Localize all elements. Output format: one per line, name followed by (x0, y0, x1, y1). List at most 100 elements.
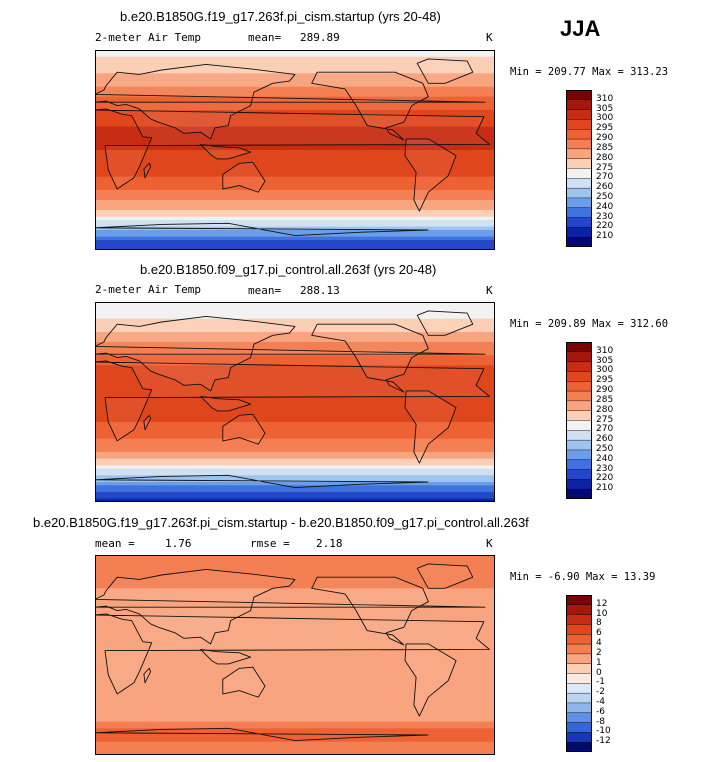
zonal-band (95, 665, 495, 669)
panel-3-units: K (486, 537, 493, 550)
continent-outline (200, 395, 252, 412)
colorbar-tick-label: 305 (596, 103, 614, 114)
zonal-band (95, 123, 495, 128)
zonal-band (95, 588, 495, 593)
colorbar-frame (566, 342, 592, 499)
zonal-band (95, 153, 495, 158)
continent-outline (143, 667, 152, 684)
colorbar-swatch (566, 178, 592, 189)
zonal-band (95, 498, 495, 502)
zonal-band (95, 56, 495, 61)
colorbar-tick-label: 250 (596, 191, 614, 202)
panel-2-colorbar (566, 342, 592, 499)
zonal-band (95, 685, 495, 689)
zonal-band (95, 392, 495, 396)
map-frame (95, 555, 495, 755)
colorbar-swatch (566, 381, 592, 392)
continent-outline (95, 108, 490, 190)
colorbar-tick-label: 10 (596, 608, 608, 619)
zonal-bands (95, 555, 495, 755)
zonal-band (95, 76, 495, 81)
panel-3-rmse-value: 2.18 (316, 537, 343, 550)
colorbar-swatch (566, 236, 592, 247)
colorbar-swatch (566, 595, 592, 606)
zonal-band (95, 628, 495, 633)
colorbar-tick-label: 220 (596, 473, 614, 484)
zonal-band (95, 365, 495, 370)
zonal-band (95, 368, 495, 373)
panel-3-colorbar-labels: 12 10 8 6 4 2 1 0 -1 -2 -4 -6 -8 -10 -12 (596, 595, 636, 752)
colorbar-tick-label: 295 (596, 123, 614, 134)
continent-outline (311, 71, 429, 141)
zonal-band (95, 695, 495, 699)
antarctica-coastline (95, 222, 429, 237)
zonal-band (95, 751, 495, 755)
zonal-band (95, 318, 495, 323)
zonal-band (95, 106, 495, 111)
colorbar-swatch (566, 488, 592, 499)
zonal-band (95, 308, 495, 313)
colorbar-tick-label: 230 (596, 463, 614, 474)
zonal-band (95, 595, 495, 599)
zonal-band (95, 328, 495, 333)
zonal-band (95, 180, 495, 184)
continent-outline (311, 576, 429, 646)
panel-1-units: K (486, 31, 493, 44)
zonal-band (95, 372, 495, 376)
zonal-band (95, 90, 495, 94)
colorbar-tick-label: 310 (596, 93, 614, 104)
colorbar-tick-label: 270 (596, 172, 614, 183)
continents (95, 58, 490, 237)
colorbar-swatch (566, 653, 592, 665)
zonal-band (95, 571, 495, 576)
zonal-band (95, 668, 495, 673)
map-frame (95, 302, 495, 502)
zonal-band (95, 691, 495, 696)
colorbar-tick-label: 310 (596, 345, 614, 356)
continent-outline (222, 413, 266, 445)
zonal-band (95, 130, 495, 134)
zonal-band (95, 345, 495, 350)
colorbar-swatch (566, 673, 592, 684)
zonal-band (95, 113, 495, 118)
colorbar-tick-label: 4 (596, 638, 602, 649)
colorbar-tick-label: -1 (596, 677, 605, 688)
zonal-band (95, 342, 495, 346)
zonal-band (95, 618, 495, 623)
zonal-band (95, 150, 495, 154)
colorbar-swatch (566, 351, 592, 363)
colorbar-swatch (566, 722, 592, 733)
colorbar-tick-label: 295 (596, 375, 614, 386)
zonal-band (95, 243, 495, 248)
panel-1-colorbar-labels: 310 305 300 295 290 285 280 275 270 260 250 240 230 2… (596, 90, 636, 247)
zonal-band (95, 728, 495, 733)
zonal-band (95, 745, 495, 749)
zonal-band (95, 166, 495, 171)
colorbar-swatch (566, 400, 592, 412)
panel-3-mean-label: mean = (95, 537, 135, 550)
zonal-band (95, 641, 495, 646)
panel-2-units: K (486, 284, 493, 297)
colorbar-swatch (566, 459, 592, 471)
zonal-band (95, 405, 495, 410)
colorbar-tick-label: 300 (596, 365, 614, 376)
zonal-band (95, 442, 495, 446)
zonal-band (95, 578, 495, 583)
colorbar-swatch (566, 168, 592, 179)
zonal-band (95, 661, 495, 666)
colorbar-swatch (566, 643, 592, 655)
zonal-band (95, 651, 495, 656)
zonal-band (95, 458, 495, 463)
zonal-band (95, 472, 495, 476)
zonal-band (95, 200, 495, 204)
colorbar-tick-label: 270 (596, 424, 614, 435)
colorbar-swatch (566, 109, 592, 120)
zonal-band (95, 93, 495, 98)
colorbar-tick-label: 230 (596, 211, 614, 222)
zonal-band (95, 735, 495, 739)
zonal-band (95, 223, 495, 228)
zonal-band (95, 711, 495, 716)
colorbar-tick-label: -10 (596, 726, 611, 737)
zonal-band (95, 338, 495, 343)
panel-1-minmax: Min = 209.77 Max = 313.23 (510, 66, 669, 78)
